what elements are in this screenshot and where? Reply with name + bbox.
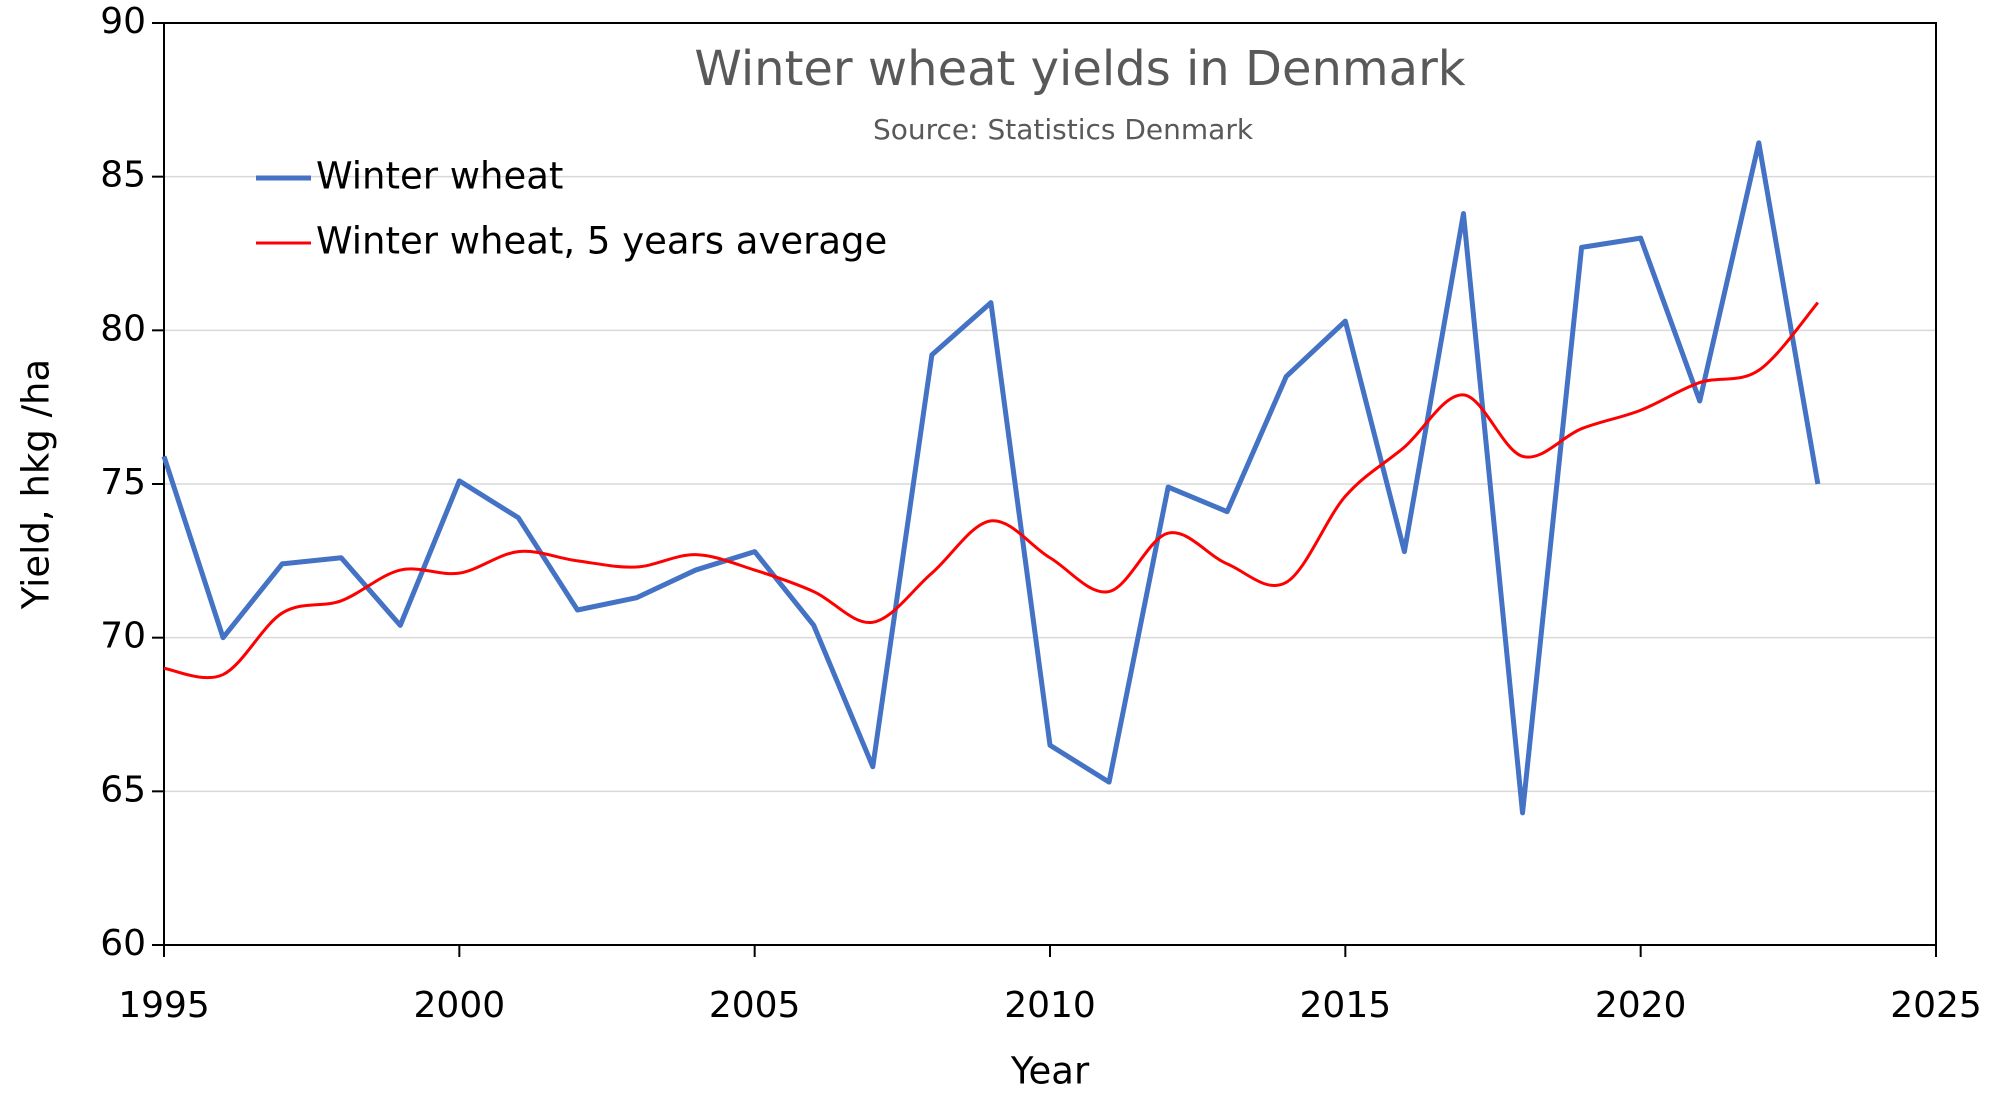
legend-label: Winter wheat bbox=[316, 155, 563, 198]
x-tick-label: 1995 bbox=[118, 985, 210, 1026]
x-tick-label: 2025 bbox=[1890, 985, 1982, 1026]
x-tick-label: 2015 bbox=[1300, 985, 1392, 1026]
x-tick-label: 2005 bbox=[709, 985, 801, 1026]
y-tick-label: 85 bbox=[100, 155, 146, 196]
x-tick-label: 2000 bbox=[414, 985, 506, 1026]
y-axis-title: Yield, hkg /ha bbox=[15, 359, 58, 610]
chart-subtitle: Source: Statistics Denmark bbox=[873, 113, 1254, 146]
plot-frame bbox=[163, 22, 1937, 946]
y-tick-label: 75 bbox=[100, 462, 146, 503]
y-tick-label: 65 bbox=[100, 769, 146, 810]
x-tick-label: 2010 bbox=[1004, 985, 1096, 1026]
y-tick-label: 90 bbox=[100, 1, 146, 42]
x-tick-label: 2020 bbox=[1595, 985, 1687, 1026]
series-line bbox=[161, 140, 1821, 816]
x-axis-title: Year bbox=[1010, 1050, 1090, 1093]
y-tick-label: 80 bbox=[100, 308, 146, 349]
y-tick-label: 60 bbox=[100, 923, 146, 964]
y-tick-label: 70 bbox=[100, 616, 146, 657]
chart-title: Winter wheat yields in Denmark bbox=[694, 41, 1465, 97]
legend-label: Winter wheat, 5 years average bbox=[316, 220, 887, 263]
series-line bbox=[163, 301, 1819, 680]
